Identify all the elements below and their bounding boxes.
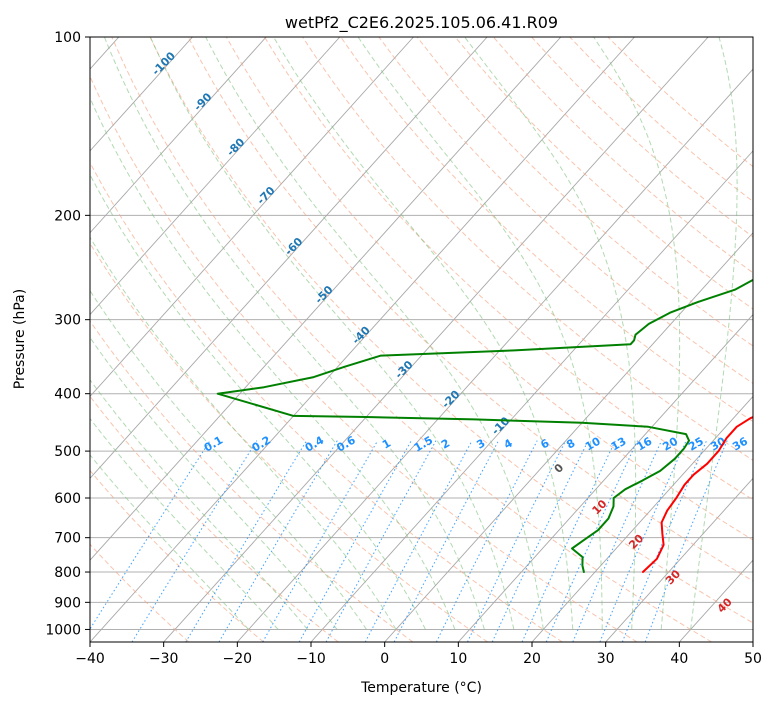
isotherm-lines <box>90 37 753 642</box>
y-axis-ticks: 100 200 300 400 500 600 700 800 900 1000 <box>45 30 90 638</box>
moist-adiabat-line <box>273 37 574 630</box>
y-tick-label: 1000 <box>45 622 81 638</box>
chart-title: wetPf2_C2E6.2025.105.06.41.R09 <box>285 13 558 33</box>
mixing-ratio-line <box>90 440 211 630</box>
mixing-ratio-line <box>599 440 687 642</box>
y-tick-label: 200 <box>54 208 81 224</box>
mixing-ratio-line <box>521 440 616 642</box>
y-tick-label: 100 <box>54 30 81 46</box>
isotherm-line <box>236 68 753 642</box>
y-tick-label: 700 <box>54 531 81 547</box>
moist-adiabat-line <box>149 37 515 630</box>
moist-adiabat-line <box>593 37 681 630</box>
isotherm-line <box>90 37 488 479</box>
moist-adiabat-line <box>90 454 249 630</box>
x-tick-label: 50 <box>744 651 762 667</box>
mixing-ratio-line <box>435 440 538 642</box>
isotherm-line <box>90 37 193 152</box>
moist-adiabat-line <box>90 236 397 630</box>
x-tick-label: −30 <box>149 651 179 667</box>
isobar-gridlines <box>90 37 753 630</box>
isotherm-line <box>90 37 414 398</box>
moist-adiabat-line <box>205 37 544 630</box>
dewpoint-profile-line <box>216 278 753 573</box>
moist-adiabat-line <box>90 173 426 630</box>
isotherm-line <box>90 37 635 642</box>
isotherm-line <box>163 37 709 642</box>
moist-adiabat-line <box>90 378 308 630</box>
x-tick-label: −20 <box>223 651 253 667</box>
y-axis-title: Pressure (hPa) <box>12 289 28 389</box>
y-tick-label: 500 <box>54 444 81 460</box>
mixing-ratio-line <box>572 440 663 642</box>
y-tick-label: 400 <box>54 387 81 403</box>
moist-adiabat-line <box>690 37 738 630</box>
isotherm-line <box>90 37 267 234</box>
dry-adiabat-line <box>90 469 264 642</box>
x-axis-ticks: −40 −30 −20 −10 0 10 20 30 40 50 <box>75 642 762 667</box>
mixing-ratio-line <box>298 440 412 642</box>
dry-adiabat-line <box>340 37 753 423</box>
moist-adiabat-line <box>90 336 338 630</box>
moist-adiabat-line <box>90 96 456 630</box>
sounding-series <box>216 278 753 573</box>
mixing-ratio-line <box>467 440 567 642</box>
mixing-ratio-line <box>325 440 437 642</box>
mixing-ratio-line <box>218 440 338 642</box>
x-tick-label: −40 <box>75 651 105 667</box>
moist-adiabat-lines <box>90 37 738 630</box>
y-tick-label: 800 <box>54 565 81 581</box>
isotherm-line <box>605 477 753 642</box>
y-tick-label: 300 <box>54 313 81 329</box>
isotherm-line <box>90 37 341 316</box>
moist-adiabat-line <box>357 37 603 630</box>
plot-area: -100-90-80-70-60-50-40-30-20-100.1 0.2 0.4… <box>90 37 753 642</box>
moist-adiabat-line <box>90 289 367 630</box>
x-axis-title: Temperature (°C) <box>360 680 482 696</box>
mixing-ratio-line <box>185 440 308 642</box>
plot-frame <box>89 36 754 643</box>
x-tick-label: 20 <box>523 651 541 667</box>
isotherm-line <box>90 37 562 561</box>
isotherm-line <box>384 232 753 642</box>
dry-adiabat-line <box>90 161 563 642</box>
isotherm-line <box>531 395 753 642</box>
moist-adiabat-line <box>464 37 637 630</box>
dry-adiabat-line <box>149 37 753 624</box>
y-tick-label: 600 <box>54 491 81 507</box>
x-tick-label: 30 <box>597 651 615 667</box>
dry-adiabat-line <box>90 242 488 642</box>
x-tick-label: −10 <box>296 651 326 667</box>
dry-adiabat-line <box>111 37 712 642</box>
mixing-ratio-line <box>131 440 258 642</box>
x-tick-label: 0 <box>380 651 389 667</box>
dry-adiabat-line <box>454 37 753 310</box>
temperature-profile-line <box>641 416 753 573</box>
dry-adiabat-line <box>90 320 414 642</box>
dry-adiabat-line <box>264 37 753 501</box>
dry-adiabat-lines <box>90 37 753 642</box>
y-tick-label: 900 <box>54 595 81 611</box>
x-tick-label: 40 <box>670 651 688 667</box>
dry-adiabat-line <box>416 37 753 347</box>
dry-adiabat-line <box>187 37 753 582</box>
moist-adiabat-line <box>90 417 279 630</box>
x-tick-label: 10 <box>449 651 467 667</box>
moist-adiabat-line <box>103 37 485 630</box>
dry-adiabat-line <box>90 75 638 642</box>
isotherm-line <box>457 313 753 642</box>
mixing-ratio-line <box>262 440 379 642</box>
dry-adiabat-line <box>225 37 753 541</box>
